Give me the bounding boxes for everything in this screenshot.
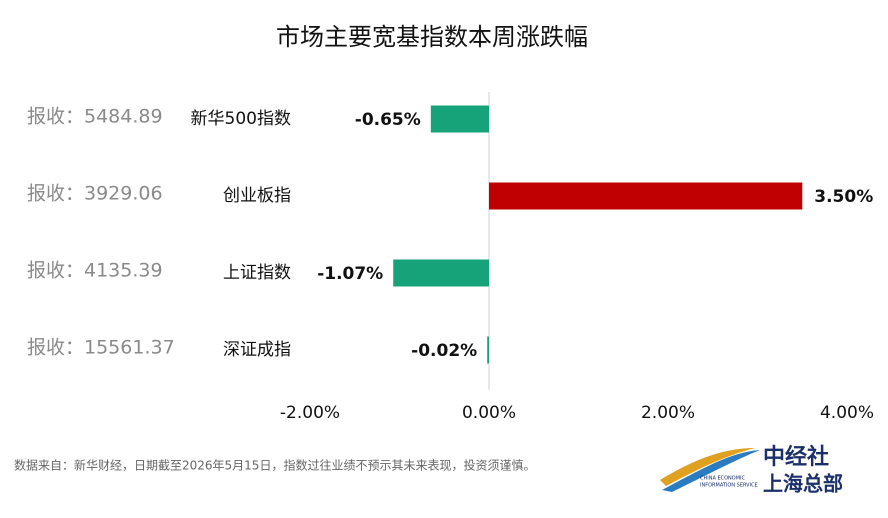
category-label: 深证成指 bbox=[223, 340, 291, 360]
x-tick-label: 0.00% bbox=[462, 403, 516, 423]
chart-title: 市场主要宽基指数本周涨跌幅 bbox=[276, 23, 588, 51]
logo-swoosh bbox=[662, 450, 760, 492]
category-label: 创业板指 bbox=[223, 186, 291, 206]
logo-branch: 上海总部 bbox=[763, 472, 843, 496]
category-label: 新华500指数 bbox=[191, 109, 291, 129]
x-tick-label: -2.00% bbox=[280, 403, 340, 423]
bar bbox=[487, 336, 489, 364]
closing-label: 报收：4135.39 bbox=[27, 260, 163, 282]
source-note: 数据来自：新华财经，日期截至2026年5月15日，指数过往业绩不预示其未来表现，… bbox=[14, 458, 535, 473]
value-label: -0.65% bbox=[355, 110, 421, 130]
value-label: -1.07% bbox=[317, 264, 383, 284]
value-label: 3.50% bbox=[814, 187, 873, 207]
value-label: -0.02% bbox=[411, 341, 477, 361]
bar bbox=[393, 259, 489, 287]
bar bbox=[430, 105, 489, 133]
bar bbox=[489, 182, 803, 210]
closing-label: 报收：3929.06 bbox=[27, 183, 163, 205]
x-tick-label: 2.00% bbox=[641, 403, 695, 423]
logo: CHINA ECONOMIC INFORMATION SERVICE 中经社 上… bbox=[660, 444, 843, 496]
closing-label: 报收：15561.37 bbox=[27, 337, 175, 359]
logo-swoosh bbox=[660, 448, 755, 486]
closing-label: 报收：5484.89 bbox=[27, 106, 163, 128]
logo-name: 中经社 bbox=[763, 444, 829, 470]
x-tick-label: 4.00% bbox=[820, 403, 874, 423]
category-label: 上证指数 bbox=[223, 263, 291, 283]
logo-english: INFORMATION SERVICE bbox=[700, 483, 758, 489]
logo-english: CHINA ECONOMIC bbox=[700, 476, 746, 482]
